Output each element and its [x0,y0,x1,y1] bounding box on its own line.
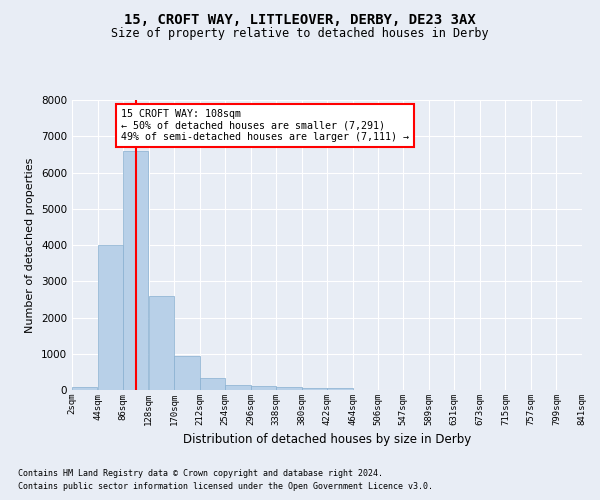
Text: 15, CROFT WAY, LITTLEOVER, DERBY, DE23 3AX: 15, CROFT WAY, LITTLEOVER, DERBY, DE23 3… [124,12,476,26]
Bar [72,387,97,390]
Y-axis label: Number of detached properties: Number of detached properties [25,158,35,332]
Bar [174,356,200,390]
Text: 15 CROFT WAY: 108sqm
← 50% of detached houses are smaller (7,291)
49% of semi-de: 15 CROFT WAY: 108sqm ← 50% of detached h… [121,109,409,142]
Bar [123,151,148,390]
X-axis label: Distribution of detached houses by size in Derby: Distribution of detached houses by size … [183,434,471,446]
Text: Size of property relative to detached houses in Derby: Size of property relative to detached ho… [111,28,489,40]
Text: Contains public sector information licensed under the Open Government Licence v3: Contains public sector information licen… [18,482,433,491]
Bar [98,245,123,390]
Bar [200,378,225,390]
Bar [302,388,327,390]
Bar [328,388,353,390]
Text: Contains HM Land Registry data © Crown copyright and database right 2024.: Contains HM Land Registry data © Crown c… [18,468,383,477]
Bar [149,296,174,390]
Bar [277,387,302,390]
Bar [226,386,251,390]
Bar [251,386,276,390]
